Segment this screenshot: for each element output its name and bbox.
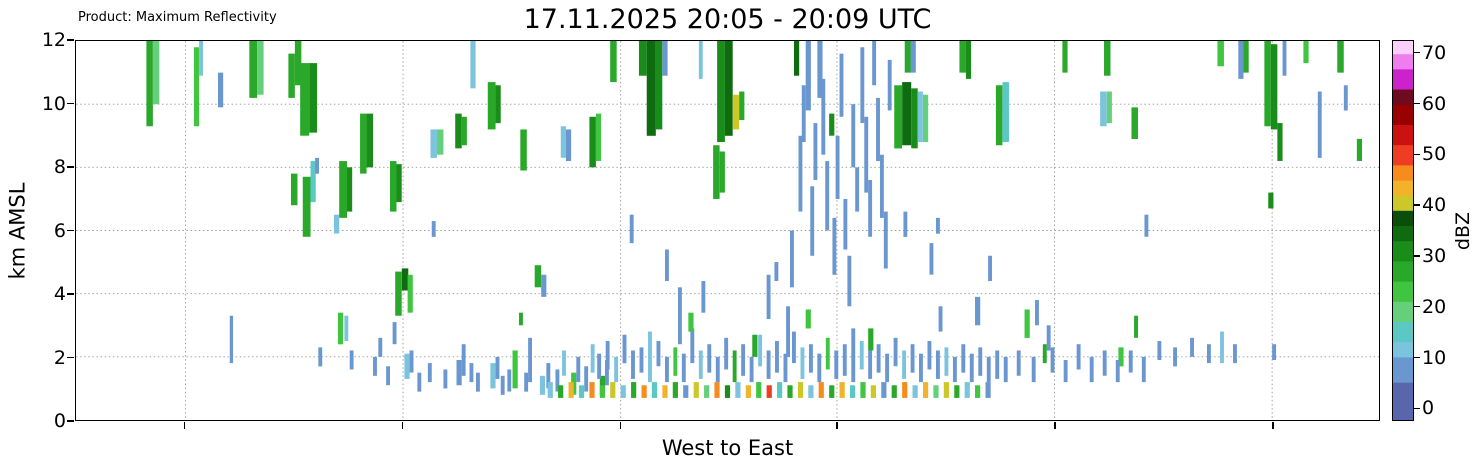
y-tick-label: 4 bbox=[53, 283, 66, 305]
plot-area bbox=[75, 40, 1380, 421]
colorbar-label-text: dBZ bbox=[1452, 211, 1474, 250]
y-tick-label: 8 bbox=[53, 156, 66, 178]
colorbar-tick-label: 0 bbox=[1422, 397, 1435, 420]
y-tick-mark bbox=[67, 102, 74, 105]
colorbar-tick-label: 60 bbox=[1422, 92, 1447, 115]
colorbar-tick-mark bbox=[1414, 153, 1420, 156]
y-tick-mark bbox=[67, 166, 74, 168]
x-tick-mark bbox=[836, 422, 838, 429]
y-tick-mark bbox=[67, 293, 74, 295]
colorbar-tick-label: 20 bbox=[1422, 295, 1447, 318]
x-tick-mark bbox=[619, 422, 622, 429]
y-tick-label: 10 bbox=[41, 92, 66, 115]
colorbar-tick-mark bbox=[1414, 255, 1420, 257]
y-tick-label: 2 bbox=[53, 346, 66, 369]
colorbar-tick-label: 10 bbox=[1422, 346, 1447, 369]
y-tick-label: 0 bbox=[53, 410, 66, 432]
colorbar-gradient bbox=[1393, 41, 1413, 420]
colorbar-tick-mark bbox=[1414, 407, 1420, 410]
colorbar-tick-mark bbox=[1414, 51, 1420, 54]
y-tick-label: 12 bbox=[41, 29, 66, 51]
x-tick-mark bbox=[401, 422, 404, 429]
colorbar-tick-label: 30 bbox=[1422, 244, 1447, 267]
x-tick-mark bbox=[183, 422, 186, 429]
x-tick-mark bbox=[1272, 422, 1274, 429]
colorbar bbox=[1392, 40, 1414, 421]
y-tick-label: 6 bbox=[53, 219, 66, 242]
y-tick-mark bbox=[67, 229, 74, 232]
x-axis-label: West to East bbox=[661, 436, 794, 460]
colorbar-tick-mark bbox=[1414, 356, 1420, 359]
product-label: Product: Maximum Reflectivity bbox=[78, 10, 277, 25]
reflectivity-plot bbox=[76, 41, 1379, 420]
y-tick-mark bbox=[67, 356, 74, 359]
colorbar-tick-mark bbox=[1414, 204, 1420, 206]
y-tick-mark bbox=[67, 420, 74, 422]
colorbar-tick-mark bbox=[1414, 102, 1420, 105]
y-tick-mark bbox=[67, 39, 74, 41]
chart-title: 17.11.2025 20:05 - 20:09 UTC bbox=[523, 4, 932, 35]
colorbar-tick-label: 50 bbox=[1422, 143, 1447, 166]
colorbar-tick-mark bbox=[1414, 305, 1420, 308]
x-tick-mark bbox=[1054, 422, 1056, 429]
colorbar-tick-label: 70 bbox=[1422, 41, 1447, 64]
colorbar-tick-label: 40 bbox=[1422, 194, 1447, 217]
